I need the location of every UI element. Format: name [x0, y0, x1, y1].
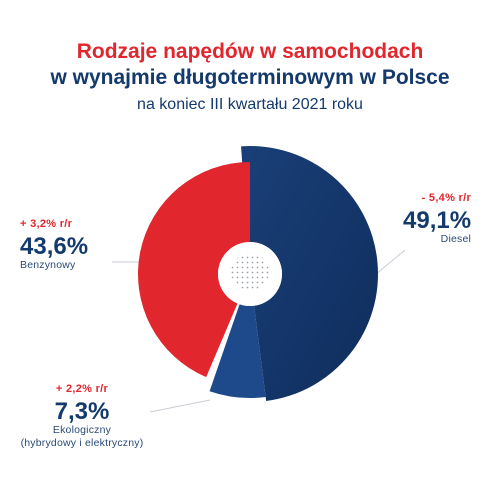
change-benzynowy: + 3,2% r/r [20, 218, 73, 230]
category-benzynowy: Benzynowy [20, 259, 76, 272]
slice-label-benzynowy: + 3,2% r/r 43,6% Benzynowy [20, 218, 88, 272]
value-diesel: 49,1% [403, 207, 472, 234]
chart-title-line-1: Rodzaje napędów w samochodach [76, 40, 424, 63]
category-ekologiczny-extra: (hybrydowy i elektryczny) [20, 437, 144, 450]
change-ekologiczny: + 2,2% r/r [55, 383, 109, 395]
slice-label-diesel: - 5,4% r/r 49,1% Diesel [403, 192, 471, 246]
chart-title-line-2: w wynajmie długoterminowym w Polsce [50, 66, 450, 89]
category-diesel: Diesel [440, 233, 472, 246]
slice-label-ekologiczny: + 2,2% r/r 7,3% Ekologiczny (hybrydowy i… [8, 383, 156, 450]
connector-ekologiczny [149, 399, 211, 413]
value-ekologiczny: 7,3% [54, 398, 110, 425]
label-connectors [112, 249, 406, 413]
center-dot-pattern [231, 253, 269, 291]
change-diesel: - 5,4% r/r [421, 192, 472, 204]
slice-ekologiczny [209, 304, 266, 398]
connector-diesel [374, 249, 406, 276]
chart-subtitle: na koniec III kwartału 2021 roku [137, 96, 363, 113]
slice-benzynowy [137, 162, 250, 378]
donut-slices [137, 146, 379, 401]
value-benzynowy: 43,6% [20, 233, 89, 260]
slice-diesel [241, 146, 379, 401]
category-ekologiczny: Ekologiczny [52, 424, 112, 437]
